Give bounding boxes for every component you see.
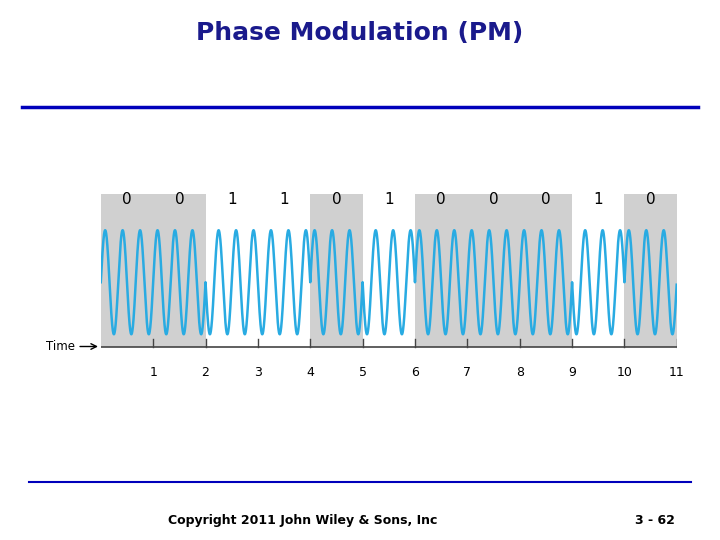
Text: Phase Modulation (PM): Phase Modulation (PM) <box>197 21 523 45</box>
Text: 0: 0 <box>332 192 341 207</box>
Text: 1: 1 <box>279 192 289 207</box>
Text: 0: 0 <box>436 192 446 207</box>
FancyBboxPatch shape <box>467 193 520 347</box>
Text: 1: 1 <box>227 192 237 207</box>
Text: Copyright 2011 John Wiley & Sons, Inc: Copyright 2011 John Wiley & Sons, Inc <box>168 514 437 527</box>
FancyBboxPatch shape <box>153 193 205 347</box>
FancyBboxPatch shape <box>101 193 153 347</box>
Text: 0: 0 <box>174 192 184 207</box>
Text: 0: 0 <box>489 192 498 207</box>
FancyBboxPatch shape <box>310 193 363 347</box>
Text: 0: 0 <box>122 192 132 207</box>
Text: 3 - 62: 3 - 62 <box>635 514 675 527</box>
FancyBboxPatch shape <box>624 193 677 347</box>
Text: 1: 1 <box>593 192 603 207</box>
Text: 1: 1 <box>384 192 394 207</box>
FancyBboxPatch shape <box>415 193 467 347</box>
Text: Time: Time <box>45 340 75 353</box>
Text: 0: 0 <box>646 192 655 207</box>
Text: 0: 0 <box>541 192 551 207</box>
FancyBboxPatch shape <box>520 193 572 347</box>
